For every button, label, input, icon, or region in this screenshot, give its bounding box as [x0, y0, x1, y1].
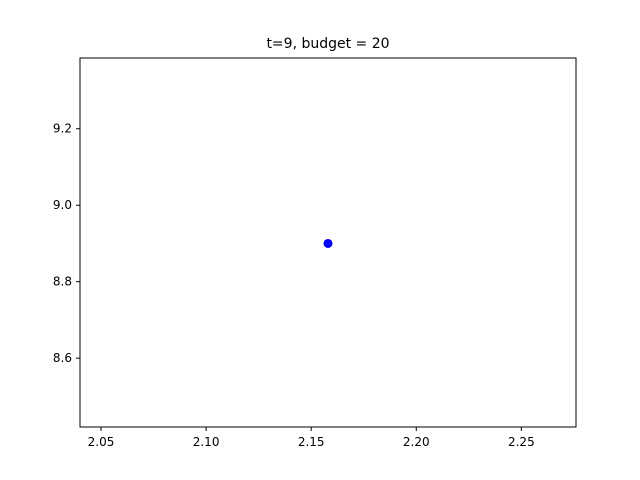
y-tick-label: 8.8: [53, 275, 72, 289]
chart-title: t=9, budget = 20: [266, 36, 389, 52]
y-axis: 8.6 8.8 9.0 9.2: [53, 122, 80, 365]
x-tick-label: 2.20: [403, 435, 430, 449]
y-tick-label: 8.6: [53, 351, 72, 365]
x-tick-label: 2.15: [298, 435, 325, 449]
y-tick-label: 9.2: [53, 122, 72, 136]
x-tick-label: 2.05: [88, 435, 115, 449]
x-axis: 2.05 2.10 2.15 2.20 2.25: [88, 427, 535, 449]
data-point: [323, 238, 333, 248]
x-tick-label: 2.25: [508, 435, 535, 449]
data-points: [323, 238, 333, 248]
x-tick-label: 2.10: [193, 435, 220, 449]
y-tick-label: 9.0: [53, 198, 72, 212]
